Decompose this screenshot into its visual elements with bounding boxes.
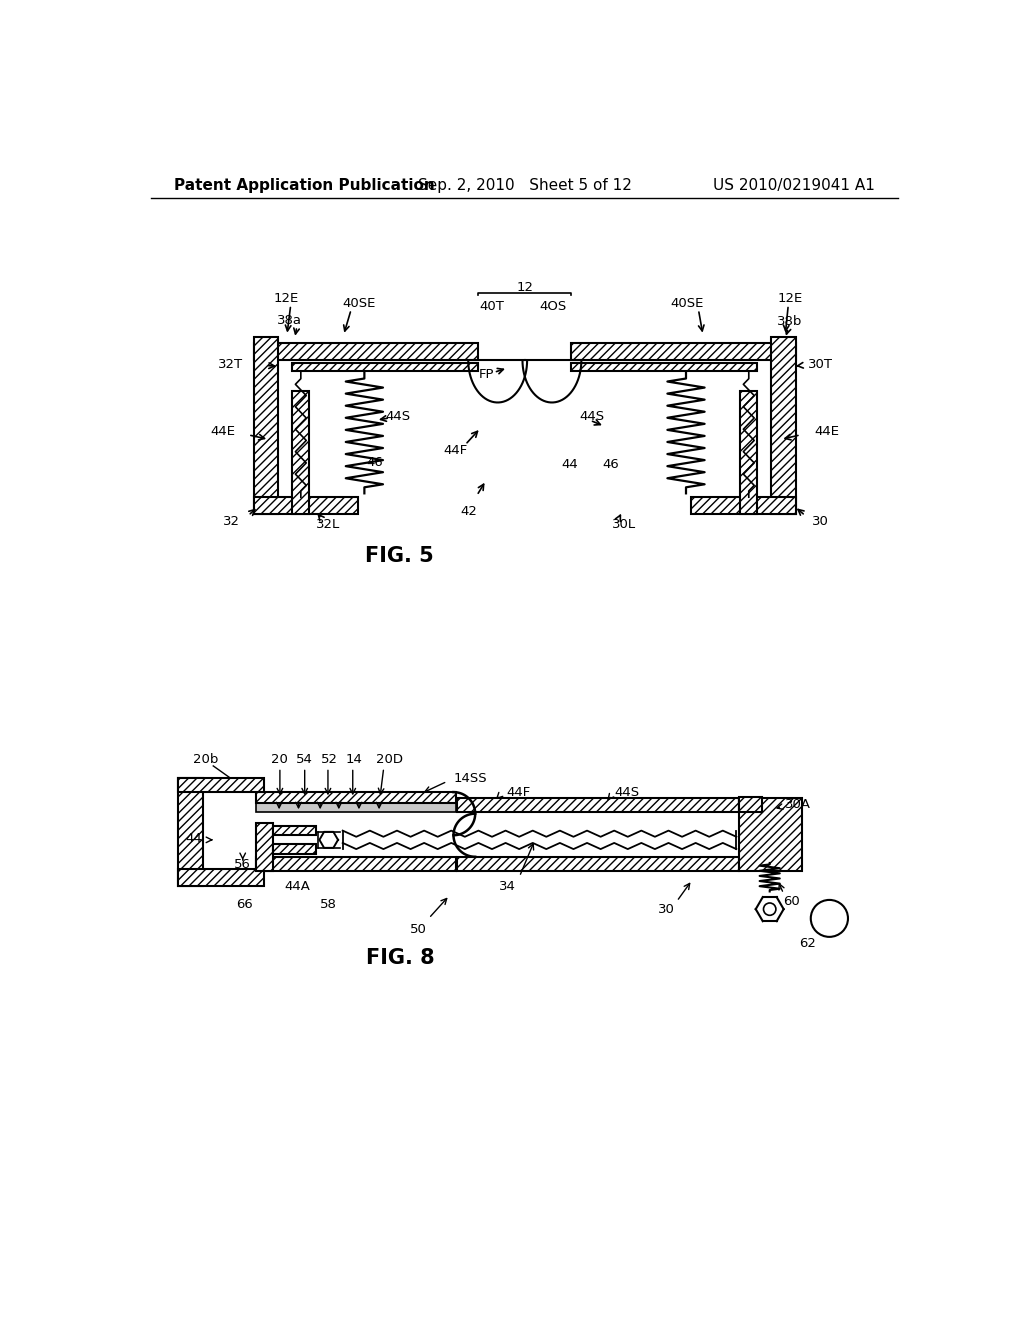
- Text: Sep. 2, 2010   Sheet 5 of 12: Sep. 2, 2010 Sheet 5 of 12: [418, 178, 632, 193]
- Text: v: v: [824, 911, 835, 925]
- Text: 14SS: 14SS: [454, 772, 487, 785]
- Text: 46: 46: [366, 455, 383, 469]
- Text: 14: 14: [346, 754, 362, 767]
- Bar: [292, 391, 309, 515]
- Text: 30T: 30T: [809, 358, 834, 371]
- Bar: [571, 363, 758, 371]
- Text: 44A: 44A: [284, 879, 310, 892]
- Text: 56: 56: [234, 858, 251, 871]
- Text: 44E: 44E: [815, 425, 840, 438]
- Bar: [771, 337, 796, 515]
- Text: 44S: 44S: [385, 409, 411, 422]
- Text: FP: FP: [478, 367, 494, 380]
- Circle shape: [811, 900, 848, 937]
- Bar: [571, 343, 796, 360]
- Text: 12: 12: [516, 281, 534, 294]
- Text: 30L: 30L: [612, 519, 637, 532]
- Text: 30A: 30A: [785, 797, 811, 810]
- Bar: [178, 779, 203, 886]
- Bar: [292, 363, 478, 371]
- Text: 12E: 12E: [273, 292, 299, 305]
- Bar: [458, 799, 738, 812]
- Bar: [254, 498, 358, 515]
- Bar: [273, 845, 315, 854]
- Text: 32T: 32T: [217, 358, 243, 371]
- Text: 42: 42: [461, 504, 477, 517]
- Text: 32L: 32L: [315, 519, 340, 532]
- Text: 44F: 44F: [443, 445, 467, 458]
- Text: 46: 46: [602, 458, 620, 471]
- Bar: [458, 857, 738, 871]
- Bar: [256, 822, 273, 871]
- Text: 38a: 38a: [276, 314, 302, 326]
- Bar: [738, 799, 802, 871]
- Text: 44: 44: [561, 458, 579, 471]
- Text: 30: 30: [658, 903, 675, 916]
- Circle shape: [764, 903, 776, 915]
- Bar: [178, 779, 263, 792]
- Text: 12E: 12E: [777, 292, 803, 305]
- Text: 58: 58: [319, 898, 337, 911]
- Text: 52: 52: [321, 754, 338, 767]
- Text: 30: 30: [812, 515, 828, 528]
- Text: US 2010/0219041 A1: US 2010/0219041 A1: [714, 178, 876, 193]
- Text: Patent Application Publication: Patent Application Publication: [174, 178, 435, 193]
- Bar: [254, 343, 478, 360]
- Text: 40SE: 40SE: [671, 297, 705, 310]
- Bar: [178, 869, 263, 886]
- Text: 44S: 44S: [579, 409, 604, 422]
- Text: FIG. 8: FIG. 8: [367, 949, 435, 969]
- Bar: [256, 803, 456, 812]
- Text: 62: 62: [800, 936, 816, 949]
- Text: 20b: 20b: [193, 754, 218, 767]
- Text: 50: 50: [411, 924, 427, 936]
- Bar: [691, 498, 796, 515]
- Text: 54: 54: [296, 754, 313, 767]
- Text: 44F: 44F: [506, 785, 530, 799]
- Text: 20D: 20D: [377, 754, 403, 767]
- Text: 34: 34: [500, 879, 516, 892]
- Bar: [273, 826, 315, 836]
- Bar: [256, 792, 456, 803]
- Text: 32: 32: [223, 515, 241, 528]
- Bar: [740, 391, 758, 515]
- Bar: [254, 337, 279, 515]
- Text: 20: 20: [271, 754, 289, 767]
- Text: FIG. 5: FIG. 5: [365, 546, 433, 566]
- Text: 38b: 38b: [777, 315, 803, 329]
- Text: 4OS: 4OS: [539, 300, 566, 313]
- Text: 44: 44: [185, 832, 202, 845]
- Text: 40T: 40T: [480, 300, 505, 313]
- Bar: [738, 797, 762, 812]
- Text: 60: 60: [783, 895, 800, 908]
- Text: 66: 66: [236, 898, 253, 911]
- Text: 44S: 44S: [614, 785, 640, 799]
- Text: 40SE: 40SE: [342, 297, 376, 310]
- Text: 44E: 44E: [210, 425, 234, 438]
- Bar: [256, 857, 456, 871]
